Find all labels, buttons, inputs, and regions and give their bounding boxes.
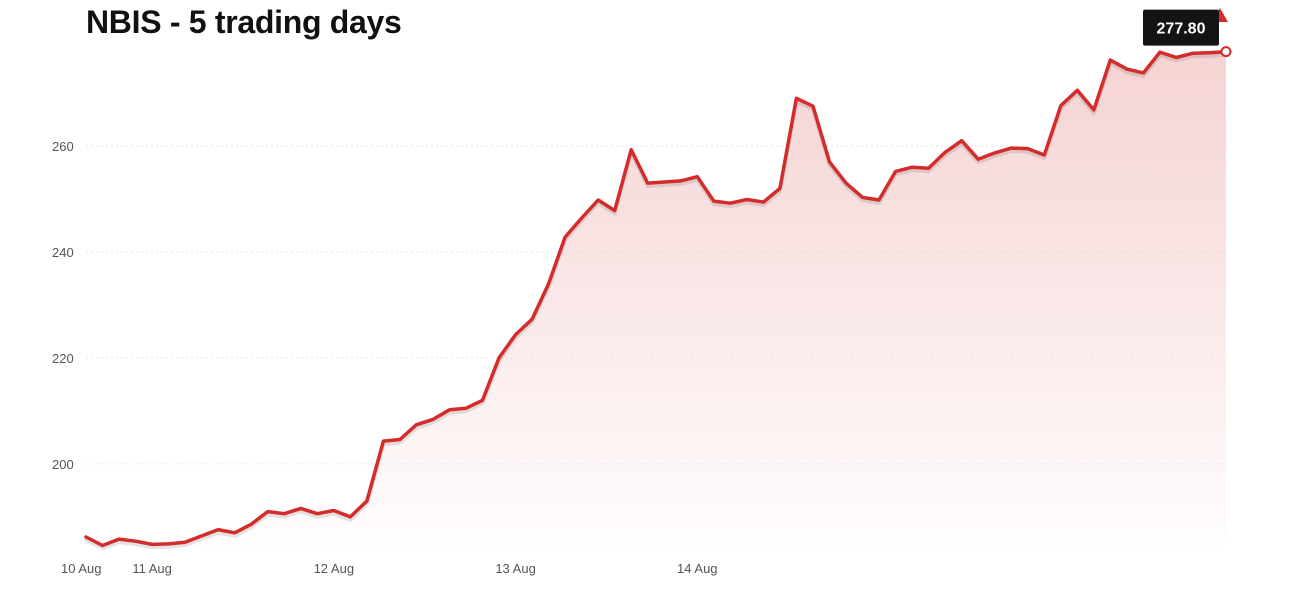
last-price-value: 277.80 [1157, 21, 1206, 38]
data-point [661, 179, 667, 185]
data-point [909, 164, 915, 170]
data-point [826, 159, 832, 165]
data-point [678, 178, 684, 184]
data-point [1206, 50, 1212, 56]
data-point [182, 539, 188, 545]
x-tick-label: 13 Aug [495, 561, 536, 576]
data-point [116, 536, 122, 542]
data-point [1074, 87, 1080, 93]
data-point [926, 165, 932, 171]
data-point [314, 511, 320, 517]
x-tick-label: 14 Aug [677, 561, 718, 576]
data-point [199, 533, 205, 539]
data-point [513, 332, 519, 338]
x-tick-label: 12 Aug [314, 561, 355, 576]
data-point [347, 514, 353, 520]
data-point [1124, 66, 1130, 72]
data-point [133, 538, 139, 544]
data-point [331, 508, 337, 514]
data-point [1173, 54, 1179, 60]
data-point [529, 316, 535, 322]
data-point [413, 422, 419, 428]
data-point [711, 198, 717, 204]
data-point [281, 511, 287, 517]
data-point [1190, 50, 1196, 56]
data-point [1058, 103, 1064, 109]
data-point [546, 281, 552, 287]
data-point [480, 397, 486, 403]
data-point [446, 407, 452, 413]
x-tick-label: 11 Aug [132, 561, 172, 576]
data-point [760, 199, 766, 205]
data-point [810, 103, 816, 109]
data-point [265, 509, 271, 515]
data-point [876, 197, 882, 203]
data-point [1041, 152, 1047, 158]
data-point [83, 534, 89, 540]
data-point [215, 527, 221, 533]
data-point [496, 355, 502, 361]
data-point [149, 541, 155, 547]
price-line [84, 49, 1228, 548]
data-point [612, 208, 618, 214]
data-point [595, 197, 601, 203]
price-line-shadow [84, 52, 1228, 551]
data-point [959, 138, 965, 144]
data-point [1008, 145, 1014, 151]
data-point [1091, 107, 1097, 113]
data-point [298, 505, 304, 511]
data-point [397, 437, 403, 443]
data-point [694, 174, 700, 180]
data-point [248, 521, 254, 527]
data-point [562, 234, 568, 240]
y-tick-label: 220 [52, 351, 74, 366]
data-point [744, 196, 750, 202]
chart-title: NBIS - 5 trading days [86, 4, 402, 40]
x-tick-label: 10 Aug [61, 561, 102, 576]
data-point [860, 194, 866, 200]
data-point [430, 416, 436, 422]
data-point [777, 185, 783, 191]
data-point [100, 542, 106, 548]
data-point [727, 200, 733, 206]
data-point [843, 180, 849, 186]
data-point [893, 168, 899, 174]
data-point [1107, 57, 1113, 63]
x-axis-ticks: 10 Aug 11 Aug 12 Aug 13 Aug 14 Aug [61, 561, 718, 576]
data-point [793, 95, 799, 101]
data-point [992, 150, 998, 156]
last-price-marker[interactable] [1220, 46, 1232, 58]
last-price-tag: 277.80 [1143, 9, 1219, 46]
price-area-fill [86, 51, 1226, 546]
data-point [628, 147, 634, 153]
y-tick-label: 200 [52, 457, 74, 472]
data-point [1025, 146, 1031, 152]
y-tick-label: 260 [52, 139, 74, 154]
y-axis-ticks: 200 220 240 260 [52, 139, 74, 472]
data-point [463, 405, 469, 411]
y-tick-label: 240 [52, 245, 74, 260]
data-point [1140, 70, 1146, 76]
data-point [364, 498, 370, 504]
data-point [579, 215, 585, 221]
data-point [380, 438, 386, 444]
data-point [942, 149, 948, 155]
data-point [645, 180, 651, 186]
data-point [166, 541, 172, 547]
data-point [1157, 49, 1163, 55]
data-point [232, 530, 238, 536]
data-point [975, 156, 981, 162]
